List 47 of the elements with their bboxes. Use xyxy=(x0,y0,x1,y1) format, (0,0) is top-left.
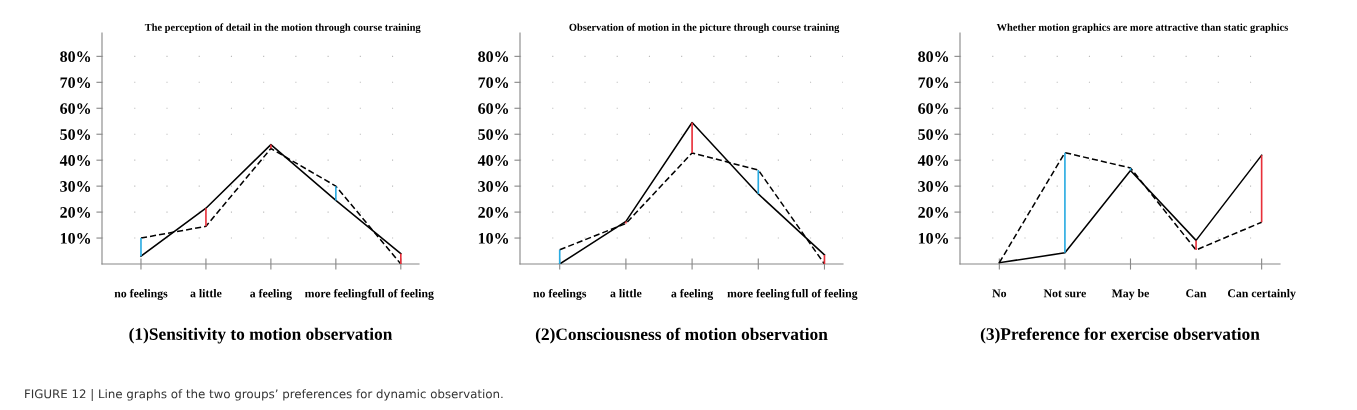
y-tick-label: 50% xyxy=(478,129,509,140)
y-tick-label: 50% xyxy=(918,129,949,140)
x-tick-label: more feeling xyxy=(727,289,790,300)
y-tick-label: 10% xyxy=(918,232,949,244)
y-tick-label: 20% xyxy=(918,207,949,218)
x-axis-title: (1)Sensitivity to motion observation xyxy=(129,327,393,344)
y-tick-label: 30% xyxy=(478,181,509,192)
x-axis-title: (3)Preference for exercise observation xyxy=(980,327,1260,344)
y-tick-label: 40% xyxy=(477,155,509,166)
chart-title: The perception of detail in the motion through course training xyxy=(144,23,421,33)
x-tick-label: a feeling xyxy=(250,289,292,300)
x-tick-label: a little xyxy=(610,289,642,298)
x-axis-title: (2)Consciousness of motion observation xyxy=(535,327,828,344)
y-tick-label: 70% xyxy=(60,77,91,89)
y-tick-label: 20% xyxy=(478,207,509,218)
x-tick-label: no feelings xyxy=(533,289,587,300)
y-tick-label: 30% xyxy=(918,181,949,192)
x-tick-label: a feeling xyxy=(671,289,714,300)
y-tick-label: 40% xyxy=(917,155,949,166)
y-tick-label: 10% xyxy=(478,232,509,244)
y-tick-label: 80% xyxy=(478,51,509,63)
y-tick-label: 70% xyxy=(918,77,949,89)
y-tick-label: 80% xyxy=(918,51,949,63)
x-tick-label: May be xyxy=(1111,289,1150,300)
y-tick-label: 70% xyxy=(478,77,509,89)
caption: FIGURE 12 | Line graphs of the two groups’ preferences for dynamic observation. xyxy=(25,389,503,401)
y-tick-label: 60% xyxy=(918,103,949,115)
y-tick-label: 40% xyxy=(59,155,91,166)
chart-title: Observation of motion in the picture through course training xyxy=(569,23,840,33)
y-tick-label: 60% xyxy=(478,103,509,115)
x-tick-label: Can xyxy=(1186,289,1207,298)
x-tick-label: full of feeling xyxy=(791,289,858,300)
x-tick-label: a little xyxy=(190,289,222,298)
x-tick-label: no feelings xyxy=(114,289,168,300)
x-tick-label: full of feeling xyxy=(367,289,434,300)
y-tick-label: 10% xyxy=(60,232,91,244)
y-tick-label: 50% xyxy=(60,129,91,140)
line-series xyxy=(558,121,826,264)
x-tick-label: more feeling xyxy=(304,289,367,300)
x-tick-label: Can certainly xyxy=(1227,289,1296,300)
x-tick-label: Not sure xyxy=(1043,289,1086,298)
y-tick-label: 30% xyxy=(60,181,91,192)
x-tick-label: No xyxy=(992,289,1007,298)
chart-title: Whether motion graphics are more attractive than static graphics xyxy=(996,23,1288,33)
y-tick-label: 60% xyxy=(60,103,91,115)
y-tick-label: 20% xyxy=(60,207,91,218)
y-tick-label: 80% xyxy=(60,51,91,63)
